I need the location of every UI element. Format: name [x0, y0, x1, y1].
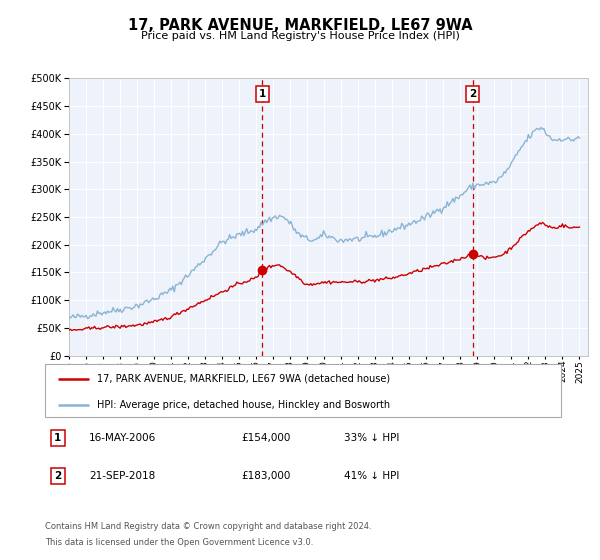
Text: £154,000: £154,000 — [241, 433, 290, 443]
Text: 16-MAY-2006: 16-MAY-2006 — [89, 433, 156, 443]
Text: 1: 1 — [54, 433, 62, 443]
Text: 2: 2 — [469, 89, 476, 99]
Text: Price paid vs. HM Land Registry's House Price Index (HPI): Price paid vs. HM Land Registry's House … — [140, 31, 460, 41]
FancyBboxPatch shape — [45, 364, 561, 417]
Text: This data is licensed under the Open Government Licence v3.0.: This data is licensed under the Open Gov… — [45, 538, 313, 547]
Text: £183,000: £183,000 — [241, 471, 290, 481]
Text: 1: 1 — [259, 89, 266, 99]
Text: 17, PARK AVENUE, MARKFIELD, LE67 9WA (detached house): 17, PARK AVENUE, MARKFIELD, LE67 9WA (de… — [97, 374, 390, 384]
Text: HPI: Average price, detached house, Hinckley and Bosworth: HPI: Average price, detached house, Hinc… — [97, 400, 390, 410]
Text: 21-SEP-2018: 21-SEP-2018 — [89, 471, 155, 481]
Text: 33% ↓ HPI: 33% ↓ HPI — [344, 433, 400, 443]
Text: 17, PARK AVENUE, MARKFIELD, LE67 9WA: 17, PARK AVENUE, MARKFIELD, LE67 9WA — [128, 18, 472, 34]
Text: 2: 2 — [54, 471, 62, 481]
Text: Contains HM Land Registry data © Crown copyright and database right 2024.: Contains HM Land Registry data © Crown c… — [45, 522, 371, 531]
Text: 41% ↓ HPI: 41% ↓ HPI — [344, 471, 400, 481]
